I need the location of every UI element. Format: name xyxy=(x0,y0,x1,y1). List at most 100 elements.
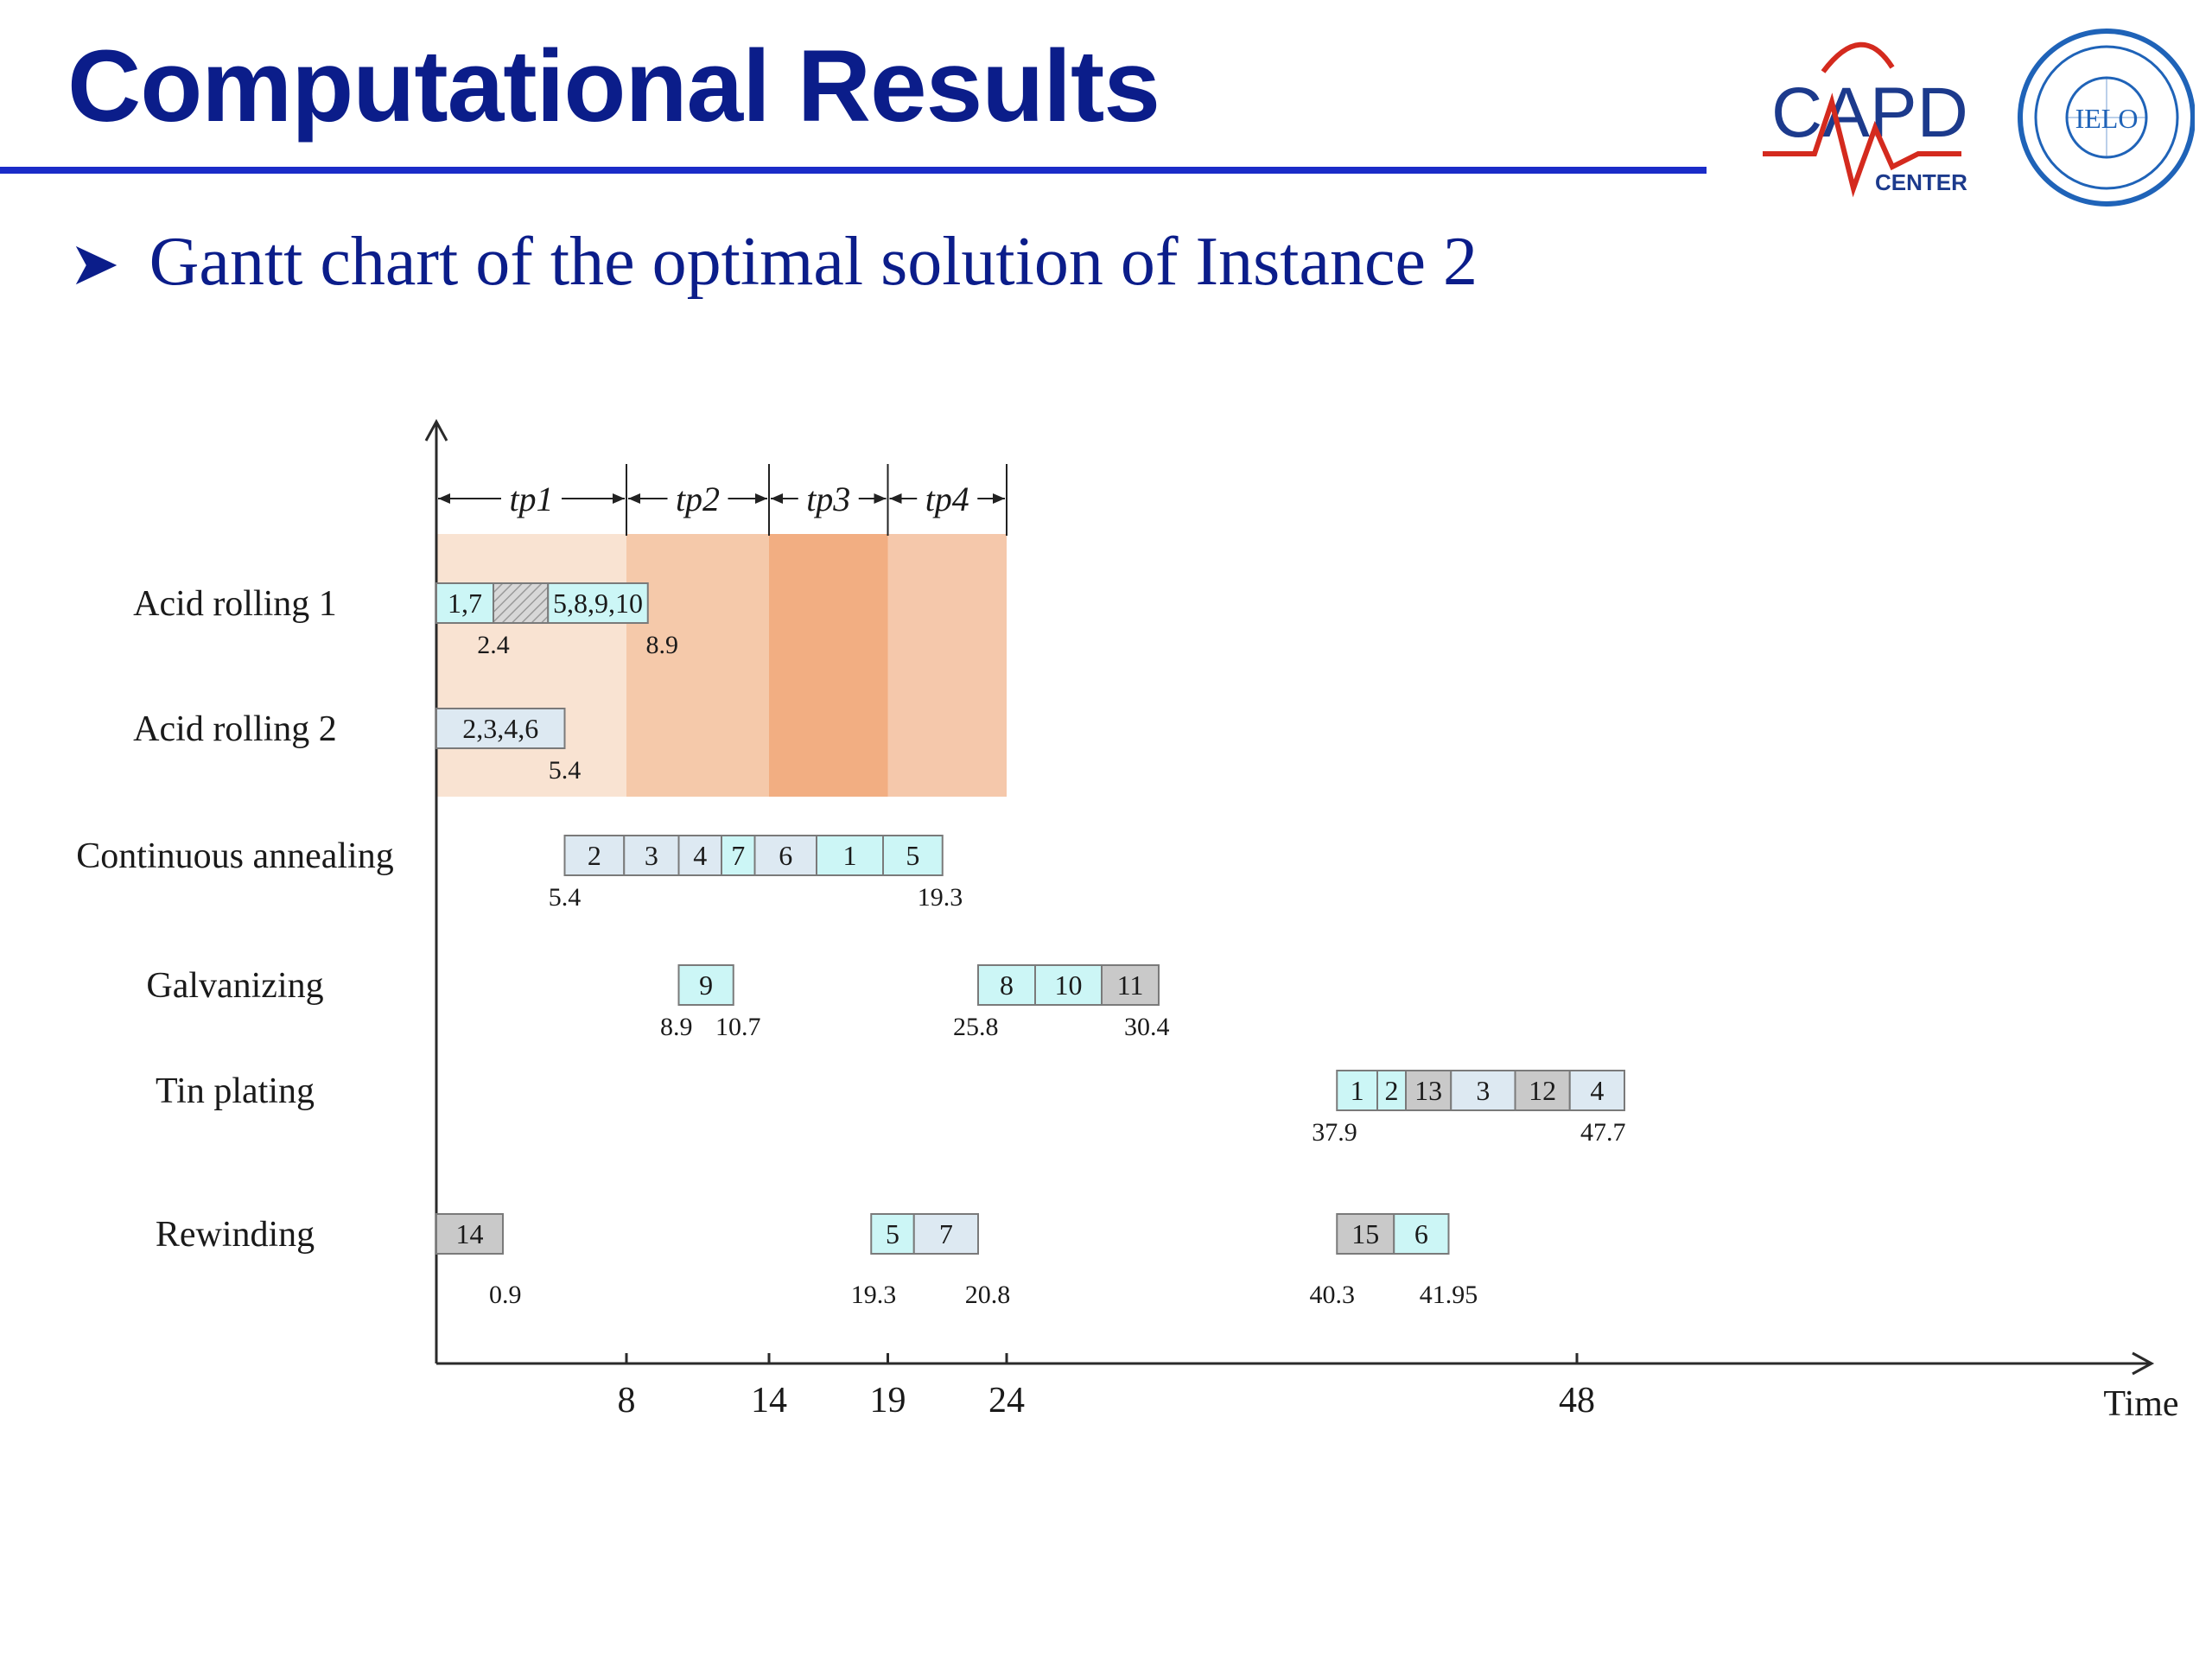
x-tick-label-48: 48 xyxy=(1559,1381,1595,1421)
task-bar xyxy=(1450,1070,1516,1111)
x-tick-label-8: 8 xyxy=(618,1381,636,1421)
task-label: 1,7 xyxy=(448,588,482,619)
ielo-seal: IELO xyxy=(2018,29,2195,207)
task-label: 6 xyxy=(779,840,792,871)
heartbeat-icon xyxy=(1763,92,1961,198)
task-bar xyxy=(435,708,566,749)
x-tick-label-19: 19 xyxy=(870,1381,906,1421)
task-label: 14 xyxy=(456,1218,484,1249)
task-label: 4 xyxy=(693,840,707,871)
task-label: 5,8,9,10 xyxy=(553,588,643,619)
time-annotation: 5.4 xyxy=(549,756,582,785)
title-divider xyxy=(0,167,1707,174)
machine-label-0: Acid rolling 1 xyxy=(133,584,337,624)
y-axis-arrow-icon xyxy=(424,418,448,442)
task-label: 7 xyxy=(731,840,745,871)
task-label: 13 xyxy=(1414,1075,1442,1106)
task-bar xyxy=(493,582,550,624)
task-label: 12 xyxy=(1529,1075,1556,1106)
task-bar xyxy=(677,964,734,1006)
period-label-tp2: tp2 xyxy=(676,480,720,518)
period-band-tp3 xyxy=(769,534,888,797)
period-label-tp4: tp4 xyxy=(925,480,969,518)
period-label-tp1: tp1 xyxy=(509,480,553,518)
machine-label-2: Continuous annealing xyxy=(76,836,393,876)
period-band-tp1 xyxy=(436,534,626,797)
task-label: 7 xyxy=(939,1218,953,1249)
arrow-bullet-icon: ➤ xyxy=(69,232,120,298)
task-label: 8 xyxy=(1000,969,1014,1001)
capd-logo-subtext: CENTER xyxy=(1875,169,1967,195)
time-annotation: 40.3 xyxy=(1310,1281,1356,1309)
bullet-text: Gantt chart of the optimal solution of I… xyxy=(149,224,1478,300)
task-bar xyxy=(882,835,944,876)
x-axis-arrow-icon xyxy=(2132,1351,2155,1376)
task-bar xyxy=(1376,1070,1407,1111)
time-period-bands xyxy=(436,534,1007,797)
task-label: 1 xyxy=(1351,1075,1364,1106)
time-annotation: 47.7 xyxy=(1580,1118,1626,1147)
period-band-tp4 xyxy=(887,534,1007,797)
time-annotation: 0.9 xyxy=(489,1281,522,1309)
period-label-tp3: tp3 xyxy=(806,480,850,518)
machine-label-5: Rewinding xyxy=(156,1215,315,1255)
task-bar xyxy=(1568,1070,1625,1111)
task-label: 9 xyxy=(699,969,713,1001)
task-bar xyxy=(1393,1213,1450,1255)
x-tick-label-14: 14 xyxy=(751,1381,787,1421)
time-annotation: 20.8 xyxy=(965,1281,1011,1309)
task-bar xyxy=(870,1213,915,1255)
time-annotation: 25.8 xyxy=(953,1013,999,1041)
time-annotation: 8.9 xyxy=(660,1013,693,1041)
page-title: Computational Results xyxy=(67,29,1160,143)
time-annotation: 30.4 xyxy=(1124,1013,1170,1041)
chart-axes xyxy=(424,418,2155,1376)
task-bar xyxy=(1336,1070,1378,1111)
time-annotation: 2.4 xyxy=(477,631,510,659)
arrow-left-icon xyxy=(889,493,902,504)
task-label: 4 xyxy=(1590,1075,1604,1106)
task-label: 3 xyxy=(645,840,658,871)
task-bar xyxy=(435,1213,504,1255)
arc-arrow-icon xyxy=(1821,41,1895,73)
task-label: 11 xyxy=(1117,969,1144,1001)
task-bars xyxy=(435,582,1625,1255)
arrow-right-icon xyxy=(613,493,625,504)
task-label: 1 xyxy=(843,840,857,871)
task-label: 5 xyxy=(886,1218,899,1249)
time-annotation: 19.3 xyxy=(851,1281,897,1309)
task-bar xyxy=(1405,1070,1452,1111)
task-label: 6 xyxy=(1414,1218,1428,1249)
logos: CAPD CENTER IELO xyxy=(1763,29,2195,207)
bullet-item: ➤ Gantt chart of the optimal solution of … xyxy=(69,223,1478,302)
task-bar xyxy=(547,582,649,624)
time-annotation: 10.7 xyxy=(715,1013,761,1041)
arrow-left-icon xyxy=(771,493,783,504)
arrow-right-icon xyxy=(874,493,887,504)
capd-logo: CAPD CENTER xyxy=(1763,41,1968,198)
ielo-seal-text: IELO xyxy=(2075,103,2139,134)
time-annotation: 41.95 xyxy=(1420,1281,1478,1309)
x-tick-label-24: 24 xyxy=(988,1381,1025,1421)
task-bar xyxy=(563,835,626,876)
task-bar xyxy=(623,835,680,876)
task-label: 2 xyxy=(588,840,601,871)
machine-label-4: Tin plating xyxy=(156,1071,315,1111)
time-annotation: 37.9 xyxy=(1312,1118,1357,1147)
arrow-left-icon xyxy=(438,493,450,504)
time-annotation: 5.4 xyxy=(549,883,582,912)
machine-label-3: Galvanizing xyxy=(146,966,323,1006)
period-band-tp2 xyxy=(626,534,769,797)
x-axis-label: Time xyxy=(2103,1384,2178,1424)
arrow-left-icon xyxy=(628,493,640,504)
task-label: 15 xyxy=(1351,1218,1379,1249)
time-annotation: 8.9 xyxy=(646,631,679,659)
arrow-right-icon xyxy=(755,493,767,504)
task-label: 10 xyxy=(1055,969,1083,1001)
task-label: 5 xyxy=(906,840,919,871)
task-bar xyxy=(1514,1070,1571,1111)
task-bar xyxy=(1034,964,1103,1006)
time-annotation: 19.3 xyxy=(918,883,963,912)
task-label: 3 xyxy=(1476,1075,1490,1106)
